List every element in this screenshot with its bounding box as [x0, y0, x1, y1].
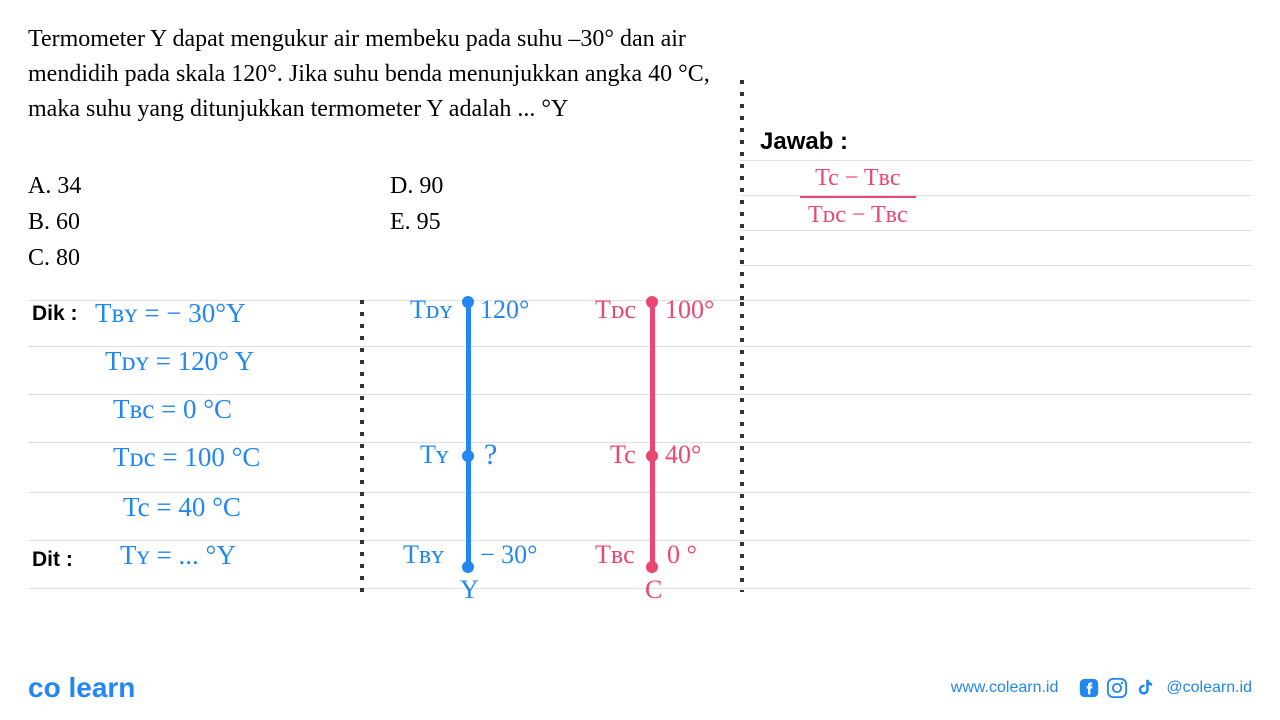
- therm-y-axis: Y: [460, 575, 479, 605]
- thermometer-y-midpoint: [462, 450, 474, 462]
- given-tbc: Tʙc = 0 °C: [113, 394, 232, 425]
- instagram-icon: [1106, 677, 1128, 699]
- therm-y-mid-label: Tʏ: [420, 440, 449, 470]
- therm-y-bot-label: Tʙʏ: [403, 540, 444, 570]
- social-icons: @colearn.id: [1078, 677, 1252, 699]
- dik-label: Dik :: [32, 302, 78, 326]
- given-tdy: Tᴅʏ = 120° Y: [105, 346, 254, 377]
- therm-c-mid-label: Tc: [610, 440, 636, 470]
- given-tc: Tc = 40 °C: [123, 492, 241, 523]
- logo-learn: learn: [68, 672, 135, 703]
- therm-y-top-value: 120°: [480, 295, 529, 325]
- dit-label: Dit :: [32, 548, 73, 572]
- logo: co learn: [28, 672, 135, 704]
- options-col1: A. 34 B. 60 C. 80: [28, 168, 81, 276]
- social-handle: @colearn.id: [1166, 679, 1252, 697]
- option-b: B. 60: [28, 204, 81, 240]
- divider-dots-2: [360, 300, 364, 592]
- footer: co learn www.colearn.id @colearn.id: [0, 672, 1280, 704]
- rule-line: [740, 230, 1252, 231]
- therm-c-axis: C: [645, 575, 662, 605]
- rule-line: [28, 588, 1252, 589]
- therm-c-top-value: 100°: [665, 295, 714, 325]
- logo-co: co: [28, 672, 61, 703]
- thermometer-y-bar: [466, 302, 471, 567]
- question-text: Termometer Y dapat mengukur air membeku …: [28, 22, 728, 126]
- given-tdc: Tᴅc = 100 °C: [113, 442, 260, 473]
- divider-dots-1: [740, 80, 744, 300]
- option-d: D. 90: [390, 168, 443, 204]
- therm-y-mid-value: ?: [484, 438, 497, 472]
- therm-c-top-label: Tᴅc: [595, 295, 636, 325]
- rule-line: [740, 195, 1252, 196]
- option-e: E. 95: [390, 204, 443, 240]
- option-c: C. 80: [28, 240, 81, 276]
- formula-numerator: Tc − Tʙc: [800, 165, 916, 198]
- divider-dots-3: [740, 302, 744, 592]
- therm-y-bot-value: − 30°: [480, 540, 538, 570]
- rule-line: [740, 265, 1252, 266]
- given-ty: Tʏ = ... °Y: [120, 540, 236, 571]
- therm-c-mid-value: 40°: [665, 440, 701, 470]
- thermometer-c-midpoint: [646, 450, 658, 462]
- rule-line: [740, 160, 1252, 161]
- given-tby: Tʙʏ = − 30°Y: [95, 298, 246, 329]
- jawab-label: Jawab :: [760, 128, 848, 156]
- tiktok-icon: [1134, 677, 1156, 699]
- therm-y-top-label: Tᴅʏ: [410, 295, 452, 325]
- website-url: www.colearn.id: [951, 679, 1059, 697]
- formula: Tc − Tʙc Tᴅc − Tʙc: [800, 165, 916, 229]
- formula-denominator: Tᴅc − Tʙc: [800, 198, 916, 229]
- facebook-icon: [1078, 677, 1100, 699]
- option-a: A. 34: [28, 168, 81, 204]
- therm-c-bot-value: 0 °: [667, 540, 697, 570]
- thermometer-c-bar: [650, 302, 655, 567]
- options-col2: D. 90 E. 95: [390, 168, 443, 240]
- therm-c-bot-label: Tʙc: [595, 540, 635, 570]
